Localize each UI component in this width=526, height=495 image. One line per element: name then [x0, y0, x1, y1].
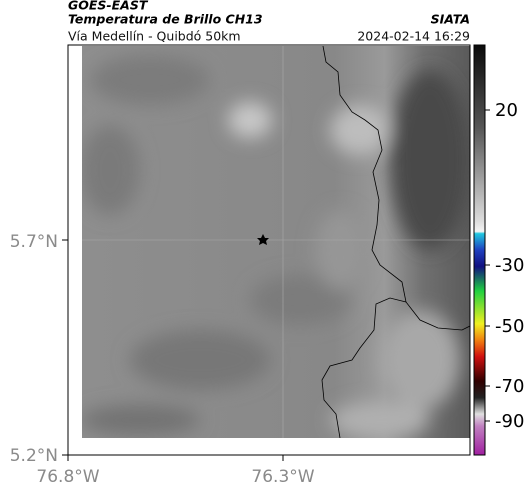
satellite-image — [82, 46, 470, 438]
colorbar-label: -70 — [495, 376, 524, 397]
lat-label: 5.2°N — [10, 446, 58, 466]
product-title: Temperatura de Brillo CH13 — [68, 12, 263, 27]
timestamp-label: 2024-02-14 16:29 — [357, 29, 470, 44]
satellite-title: GOES-EAST — [68, 0, 149, 13]
colorbar — [473, 44, 486, 456]
colorbar-label: -50 — [495, 316, 524, 337]
location-marker — [257, 234, 269, 245]
lon-label: 76.8°W — [36, 467, 99, 487]
lat-label: 5.7°N — [10, 232, 58, 252]
lon-label: 76.3°W — [251, 467, 314, 487]
route-label: Vía Medellín - Quibdó 50km — [68, 29, 241, 44]
colorbar-ticks: 20 -30 -50 -70 -90 — [485, 100, 524, 432]
colorbar-label: -90 — [495, 411, 524, 432]
colorbar-label: -30 — [495, 255, 524, 276]
colorbar-label: 20 — [495, 100, 518, 121]
source-label: SIATA — [431, 12, 470, 27]
map-frame — [67, 44, 471, 456]
